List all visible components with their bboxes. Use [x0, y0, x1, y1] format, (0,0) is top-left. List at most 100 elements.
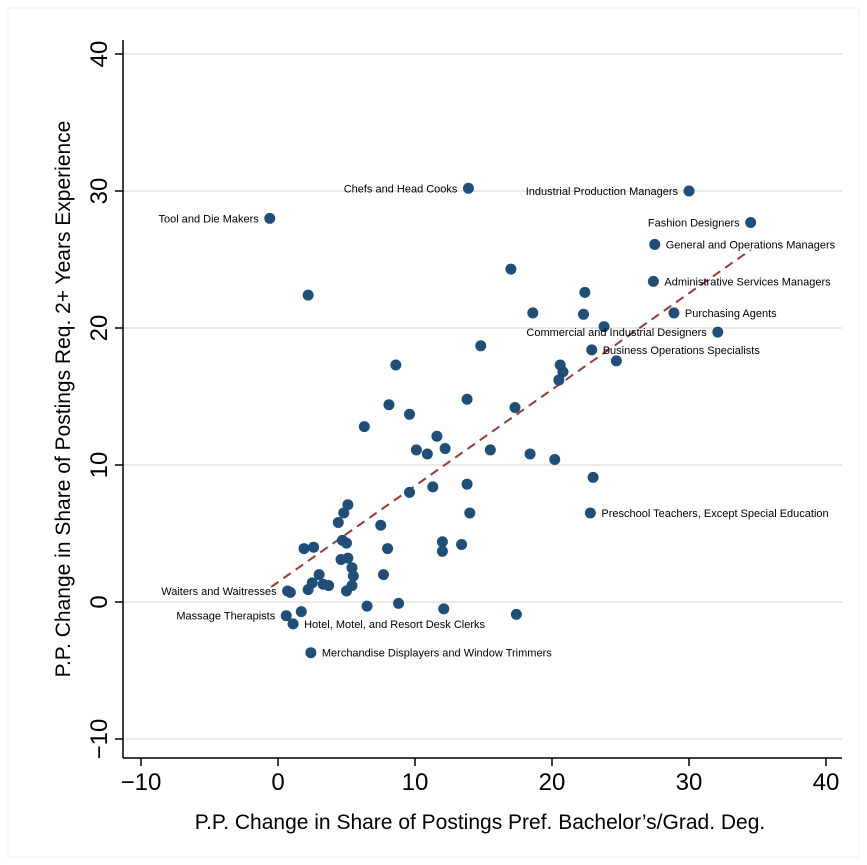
- data-point: [509, 401, 521, 413]
- data-point: [323, 580, 335, 592]
- data-point: [383, 399, 395, 411]
- labeled-data-point: [584, 507, 596, 519]
- point-label: Purchasing Agents: [685, 308, 777, 320]
- data-point: [341, 585, 352, 597]
- point-labels-layer: Chefs and Head Cooks Industrial Productio…: [158, 183, 835, 659]
- data-point: [524, 448, 536, 460]
- point-label: Hotel, Motel, and Resort Desk Clerks: [304, 619, 485, 631]
- data-point: [461, 393, 473, 405]
- data-point: [382, 543, 394, 555]
- data-point: [553, 374, 565, 386]
- labeled-data-point: [264, 212, 276, 224]
- data-point: [404, 486, 416, 498]
- y-axis-title: P.P. Change in Share of Postings Req. 2+…: [52, 121, 75, 678]
- data-point: [390, 359, 402, 371]
- point-label: Waiters and Waitresses: [161, 586, 277, 598]
- labeled-data-point: [745, 217, 757, 229]
- data-point: [436, 536, 448, 548]
- data-point: [342, 552, 354, 564]
- x-tick-label-5: 40: [813, 769, 840, 796]
- data-point: [610, 355, 622, 367]
- data-point: [393, 597, 405, 609]
- data-point: [404, 408, 416, 420]
- data-point: [298, 543, 310, 555]
- data-point: [549, 454, 561, 466]
- labeled-data-point: [683, 185, 695, 197]
- x-tick-label-4: 30: [676, 769, 703, 796]
- data-point: [587, 471, 599, 483]
- labeled-data-point: [462, 182, 474, 194]
- point-label: General and Operations Managers: [666, 239, 836, 251]
- data-point: [461, 478, 473, 490]
- data-point: [578, 308, 590, 320]
- axes: −10 0 10 20 30 40 −10 0 10 20 30 40: [86, 40, 842, 796]
- y-tick-label-4: 30: [86, 178, 113, 205]
- data-point: [438, 603, 450, 615]
- labeled-data-point: [647, 275, 659, 287]
- data-point: [341, 537, 352, 549]
- data-point: [410, 444, 422, 456]
- fit-line-layer: [270, 249, 752, 588]
- point-label: Industrial Production Managers: [526, 186, 679, 198]
- data-point: [505, 263, 517, 275]
- data-point: [338, 507, 350, 519]
- point-label: Chefs and Head Cooks: [344, 183, 458, 195]
- point-label: Commercial and Industrial Designers: [526, 327, 707, 339]
- point-label: Business Operations Specialists: [603, 345, 761, 357]
- data-point: [557, 366, 569, 378]
- data-point: [510, 608, 522, 620]
- data-point: [579, 286, 591, 298]
- points-layer: [264, 182, 757, 659]
- data-point: [302, 289, 314, 301]
- labeled-data-point: [712, 326, 724, 338]
- point-label: Merchandise Displayers and Window Trimme…: [322, 648, 552, 660]
- data-point: [475, 340, 487, 352]
- labeled-data-point: [586, 344, 598, 356]
- data-point: [361, 600, 373, 612]
- x-axis-title: P.P. Change in Share of Postings Pref. B…: [195, 811, 765, 834]
- data-point: [332, 517, 344, 529]
- labeled-data-point: [280, 610, 292, 622]
- point-label: Massage Therapists: [176, 611, 275, 623]
- chart-border: [7, 7, 860, 858]
- labeled-data-point: [282, 585, 294, 597]
- x-tick-label-2: 10: [402, 769, 429, 796]
- y-tick-label-0: −10: [86, 719, 113, 760]
- data-point: [598, 321, 610, 333]
- labeled-data-point: [287, 618, 299, 630]
- point-label: Tool and Die Makers: [158, 213, 259, 225]
- data-point: [346, 562, 358, 574]
- data-point: [427, 481, 439, 493]
- labeled-data-point: [668, 307, 680, 319]
- data-point: [464, 507, 476, 519]
- data-point: [347, 570, 359, 582]
- data-point: [431, 430, 443, 442]
- data-point: [527, 307, 539, 319]
- x-tick-label-0: −10: [121, 769, 162, 796]
- data-point: [375, 519, 387, 531]
- data-point: [358, 421, 370, 433]
- data-point: [436, 545, 448, 557]
- data-point: [313, 569, 325, 581]
- data-point: [342, 499, 354, 511]
- y-tick-label-1: 0: [86, 595, 113, 608]
- x-tick-label-1: 0: [271, 769, 284, 796]
- data-point: [377, 569, 389, 581]
- labeled-data-point: [305, 647, 317, 659]
- data-point: [484, 444, 496, 456]
- y-tick-label-2: 10: [86, 452, 113, 479]
- y-tick-label-3: 20: [86, 315, 113, 342]
- point-label: Preschool Teachers, Except Special Educa…: [601, 508, 828, 520]
- point-label: Fashion Designers: [648, 218, 740, 230]
- data-point: [295, 606, 307, 618]
- gridlines: [123, 53, 842, 740]
- data-point: [302, 584, 314, 596]
- data-point: [439, 443, 451, 455]
- fit-line: [270, 249, 752, 588]
- y-tick-label-5: 40: [86, 41, 113, 68]
- data-point: [421, 448, 433, 460]
- data-point: [456, 538, 468, 550]
- x-tick-label-3: 20: [539, 769, 566, 796]
- point-label: Administrative Services Managers: [664, 276, 831, 288]
